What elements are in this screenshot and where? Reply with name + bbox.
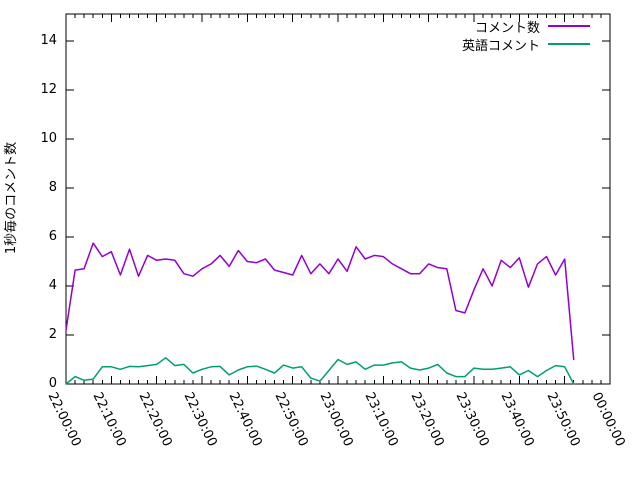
y-tick-label: 12 [40, 81, 57, 97]
y-tick-label: 0 [48, 376, 57, 391]
legend: コメント数 英語コメント [350, 17, 590, 54]
y-tick-label: 2 [48, 326, 57, 342]
legend-label-english-comments: 英語コメント [461, 38, 540, 54]
legend-line-sample-english-comments [548, 43, 590, 45]
y-tick-label: 4 [48, 277, 57, 293]
legend-item-english-comments: 英語コメント [350, 35, 590, 54]
y-tick-label: 10 [40, 130, 57, 146]
legend-item-comment-count: コメント数 [350, 17, 590, 36]
plot-border [65, 13, 611, 385]
y-tick-label: 6 [48, 228, 57, 244]
y-axis-title: 1秒毎のコメント数 [4, 141, 19, 255]
y-tick-label: 14 [40, 32, 57, 48]
series-line-0 [65, 242, 575, 361]
series-line-1 [65, 357, 575, 385]
legend-line-sample-comment-count [548, 25, 590, 27]
legend-label-comment-count: コメント数 [474, 20, 540, 36]
axes [65, 13, 611, 385]
y-tick-label: 8 [48, 179, 57, 195]
